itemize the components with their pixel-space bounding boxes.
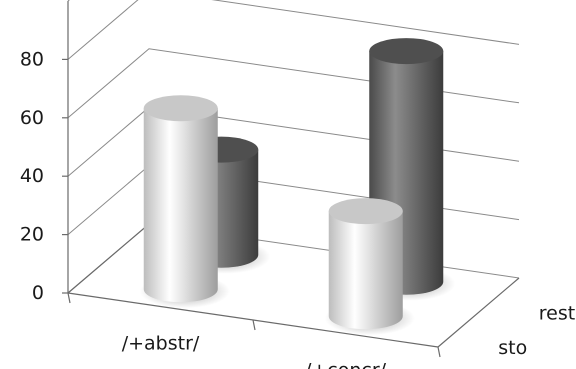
axes xyxy=(62,1,520,358)
y-tick-label-40: 40 xyxy=(20,165,44,187)
bar-top xyxy=(369,38,444,65)
x-tick-mark-2 xyxy=(437,346,441,358)
labels: 0 20 40 60 80 /+abstr/ /+concr/sto resto xyxy=(20,48,576,369)
gridline-60 xyxy=(67,48,520,119)
gridline-20 xyxy=(67,165,520,235)
cylinder-bar xyxy=(324,198,415,336)
y-tick-label-20: 20 xyxy=(20,224,44,246)
bar-top xyxy=(328,198,403,225)
category-label: /+concr/ xyxy=(305,360,387,369)
x-tick-mark-1 xyxy=(252,319,256,331)
bars xyxy=(139,38,456,336)
floor-left-edge xyxy=(67,223,150,294)
y-tick-label-60: 60 xyxy=(20,107,44,129)
series-label-resto: resto xyxy=(539,302,576,324)
depth-axis-line xyxy=(437,277,520,348)
category-label: /+abstr/ xyxy=(122,333,200,355)
gridlines xyxy=(67,0,520,294)
gridline-40 xyxy=(67,106,520,177)
cylinder-bar xyxy=(139,95,230,309)
gridline-80 xyxy=(67,0,520,60)
series-label-sto: sto xyxy=(498,337,527,359)
y-tick-label-0: 0 xyxy=(32,282,44,304)
bar-body xyxy=(328,211,403,330)
gridline-100 xyxy=(67,0,70,2)
bar-top xyxy=(143,95,218,122)
y-tick-label-80: 80 xyxy=(20,48,44,70)
bar-body xyxy=(143,108,218,303)
x-tick-mark-0 xyxy=(67,292,71,304)
